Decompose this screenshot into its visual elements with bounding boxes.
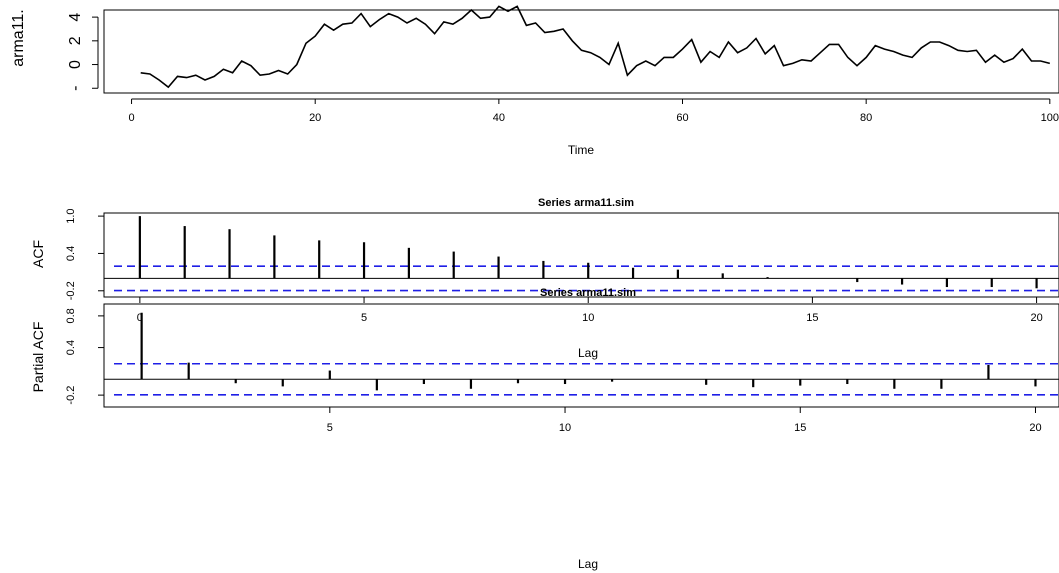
acf-y-label: ACF [30,240,46,268]
acf-x-tick-label: 20 [1030,312,1042,324]
ts-x-tick-label: 0 [128,112,134,124]
pacf-y-tick-label: 0.4 [65,340,77,355]
acf-x-tick-label: 10 [582,312,594,324]
acf-title: Series arma11.sim [538,197,634,209]
pacf-y-tick-label: 0.8 [65,308,77,323]
ts-x-tick-label: 60 [676,112,688,124]
ts-y-axis: - 0 2 4 [67,13,99,91]
acf-x-label: Lag [578,346,598,360]
acf-y-tick-label: -0.2 [65,281,77,300]
acf-plot-frame [103,212,1059,298]
ts-y-tick-label: 0 [67,60,84,69]
pacf-x-tick-label: 15 [794,422,806,434]
ts-x-label: Time [568,143,595,157]
ts-y-label: arma11. [10,9,27,67]
acf-x-tick-label: 5 [361,312,367,324]
ts-series-line [140,5,1051,89]
ts-x-tick-label: 20 [309,112,321,124]
pacf-plot-frame [103,303,1059,408]
acf-panel: Series arma11.sim 0 5 10 15 20 -0.2 0.4 1.0 La… [30,197,1059,360]
ts-y-tick-label: 4 [67,13,84,22]
pacf-y-tick-label: -0.2 [65,386,77,405]
pacf-panel: Series arma11.sim 5 10 15 20 -0.2 0.4 0.8 Lag… [30,287,1059,571]
pacf-x-tick-label: 5 [327,422,333,434]
ts-x-tick-label: 100 [1041,112,1059,124]
acf-y-axis: -0.2 0.4 1.0 [65,208,104,300]
ts-plot-frame [103,9,1059,94]
ts-x-tick-label: 80 [860,112,872,124]
acf-x-tick-label: 15 [806,312,818,324]
acf-y-tick-label: 1.0 [65,208,77,223]
pacf-marks [104,312,1059,396]
acf-y-tick-label: 0.4 [65,246,77,261]
pacf-x-label: Lag [578,557,598,571]
ts-y-tick-label: 2 [67,36,84,45]
acf-x-tick-label: 0 [137,312,143,324]
pacf-y-axis: -0.2 0.4 0.8 [65,308,104,405]
pacf-x-tick-label: 10 [559,422,571,434]
acf-marks [104,216,1059,292]
acf-x-axis: 0 5 10 15 20 [137,297,1043,324]
ts-x-tick-label: 40 [493,112,505,124]
pacf-y-label: Partial ACF [30,322,46,393]
pacf-x-axis: 5 10 15 20 [327,407,1042,434]
ts-y-tick-label: - [67,86,84,91]
time-series-panel: 0 20 40 60 80 100 - 0 2 4 Time arma11. [10,5,1059,157]
ts-x-axis: 0 20 40 60 80 100 [128,98,1059,124]
pacf-x-tick-label: 20 [1029,422,1041,434]
pacf-title: Series arma11.sim [540,287,636,299]
